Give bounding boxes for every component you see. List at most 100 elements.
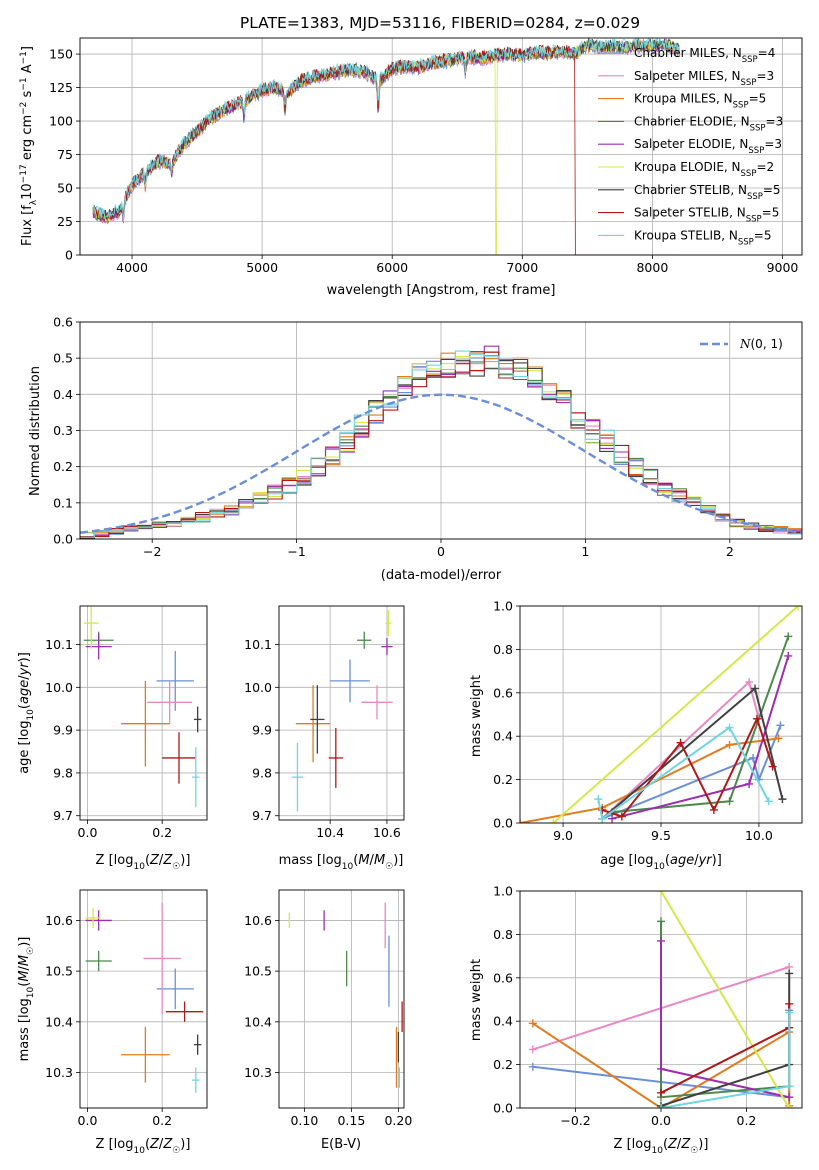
- y-axis-label: mass weight: [469, 959, 484, 1041]
- weight-marker: [594, 795, 603, 804]
- legend-label: Chabrier STELIB, NSSP=5: [634, 183, 781, 202]
- tick-label-x: 5000: [246, 260, 278, 275]
- tick-label-y: 10.5: [45, 964, 73, 979]
- weight-marker: [549, 819, 558, 823]
- weight-marker: [774, 734, 783, 743]
- weight-marker: [749, 753, 758, 762]
- tick-label-x: 0.10: [290, 1113, 318, 1128]
- tick-label-y: 10.4: [45, 1014, 73, 1029]
- weight-marker: [657, 1088, 665, 1097]
- panel-age_vs_mass: 10.4 10.6 9.7 9.8 9.9 10.0 10.1 mass [log10(M/M…: [244, 605, 405, 872]
- weight-marker: [617, 812, 626, 821]
- weight-line-5: [552, 606, 799, 823]
- weight-marker: [657, 891, 665, 895]
- tick-label-y: 9.7: [252, 808, 272, 823]
- axes-frame: [79, 605, 208, 821]
- plot-area: [83, 606, 202, 808]
- tick-label-y: 1.0: [493, 884, 513, 899]
- weight-marker: [784, 651, 793, 660]
- panel-residuals: −2 −1 0 1 2 0.0 0.1 0.2 0.3 0.4 0.5 0.6 (data-model)…: [28, 315, 803, 583]
- tick-label-y: 10.6: [244, 913, 272, 928]
- tick-label-y: 0.0: [493, 1101, 513, 1116]
- panel-massweight_vs_age: 9.0 9.5 10.0 0.0 0.2 0.4 0.6 0.8 1.0 age [log10(a…: [469, 599, 803, 872]
- weight-marker: [768, 762, 777, 771]
- tick-label-x: 0.0: [78, 1113, 98, 1128]
- weight-marker: [745, 779, 754, 788]
- tick-label-y: 10.3: [244, 1065, 272, 1080]
- tick-label-y: 9.9: [252, 723, 272, 738]
- y-axis-label: mass [log10(M/M☉)]: [17, 937, 36, 1062]
- weight-marker: [709, 805, 718, 814]
- legend-label: Salpeter ELODIE, NSSP=3: [634, 137, 782, 156]
- weight-marker: [657, 1064, 665, 1073]
- tick-label-y: 0.2: [493, 1057, 513, 1072]
- y-axis-label: age [log10(age/yr)]: [17, 652, 36, 774]
- plot-area: [85, 902, 204, 1093]
- weight-marker: [608, 814, 617, 823]
- tick-label-x: 10.6: [373, 825, 401, 840]
- tick-label-y: 150: [49, 47, 73, 62]
- tick-label-x: 0.2: [152, 1113, 172, 1128]
- tick-label-x: 2: [726, 544, 734, 559]
- tick-label-y: 0.1: [53, 495, 73, 510]
- tick-label-y: 1.0: [493, 599, 513, 614]
- weight-marker: [598, 814, 607, 823]
- y-axis-label: Flux [fλ10−17 erg cm−2 s−1 A−1]: [19, 46, 39, 246]
- panel-spectrum: 4000 5000 6000 7000 8000 9000 0 25 50 75 100 125 150…: [19, 14, 803, 298]
- x-axis-label: E(B-V): [321, 1137, 361, 1152]
- tick-label-y: 0.3: [53, 423, 73, 438]
- weight-marker: [784, 632, 793, 641]
- tick-label-y: 0.5: [53, 351, 73, 366]
- weight-marker: [751, 684, 759, 693]
- x-axis-label: Z [log10(Z/Z☉)]: [96, 853, 191, 872]
- legend-label: Kroupa STELIB, NSSP=5: [634, 228, 772, 247]
- weight-marker: [745, 677, 754, 686]
- weight-marker: [528, 1062, 537, 1071]
- legend-label: Chabrier ELODIE, NSSP=3: [634, 114, 783, 133]
- weight-marker: [657, 917, 665, 926]
- tick-label-y: 9.9: [53, 723, 73, 738]
- panel-mass_vs_EBV: 0.10 0.15 0.20 10.3 10.4 10.5 10.6 E(B-V): [244, 889, 412, 1152]
- panel-age_vs_Z: 0.0 0.2 9.7 9.8 9.9 10.0 10.1 Z [log10(Z/Z☉)] ag…: [17, 605, 208, 872]
- tick-label-y: 75: [57, 147, 73, 162]
- tick-label-x: 0.20: [384, 1113, 412, 1128]
- tick-label-x: −2: [143, 544, 161, 559]
- weight-marker: [778, 795, 787, 804]
- weight-line-7: [601, 716, 774, 818]
- legend-label: Kroupa ELODIE, NSSP=2: [634, 160, 774, 179]
- weight-marker: [725, 723, 734, 732]
- axes-frame: [79, 321, 803, 540]
- tick-label-y: 0.8: [493, 927, 513, 942]
- tick-label-y: 0.6: [493, 685, 513, 700]
- weight-line-0: [601, 725, 782, 820]
- normal-curve: [80, 393, 802, 534]
- tick-label-y: 25: [57, 214, 73, 229]
- weight-line-8: [597, 726, 770, 821]
- tick-label-y: 100: [49, 114, 73, 129]
- tick-label-y: 0.4: [493, 1014, 513, 1029]
- legend-label: Salpeter STELIB, NSSP=5: [634, 206, 779, 225]
- weight-marker: [725, 797, 734, 806]
- tick-label-y: 10.4: [244, 1014, 272, 1029]
- tick-label-x: 9000: [767, 260, 799, 275]
- weight-marker: [785, 1008, 794, 1017]
- spectrum-line-8: [92, 38, 680, 222]
- axes-frame: [278, 605, 405, 821]
- tick-label-x: 10.4: [316, 825, 344, 840]
- weight-marker: [776, 721, 785, 730]
- tick-label-y: 10.0: [45, 680, 73, 695]
- legend: Chabrier MILES, NSSP=4 Salpeter MILES, NS…: [598, 46, 783, 247]
- weight-marker: [785, 969, 794, 978]
- tick-label-y: 0.4: [493, 729, 513, 744]
- weight-marker: [785, 1093, 794, 1102]
- tick-label-y: 10.0: [244, 680, 272, 695]
- tick-label-x: −0.2: [560, 1113, 590, 1128]
- tick-label-x: 0.2: [737, 1113, 757, 1128]
- x-axis-label: (data-model)/error: [381, 568, 502, 583]
- tick-label-x: 0.0: [78, 825, 98, 840]
- tick-label-y: 125: [49, 80, 73, 95]
- tick-label-y: 10.6: [45, 913, 73, 928]
- weight-marker: [785, 1082, 794, 1091]
- tick-label-y: 9.7: [53, 808, 73, 823]
